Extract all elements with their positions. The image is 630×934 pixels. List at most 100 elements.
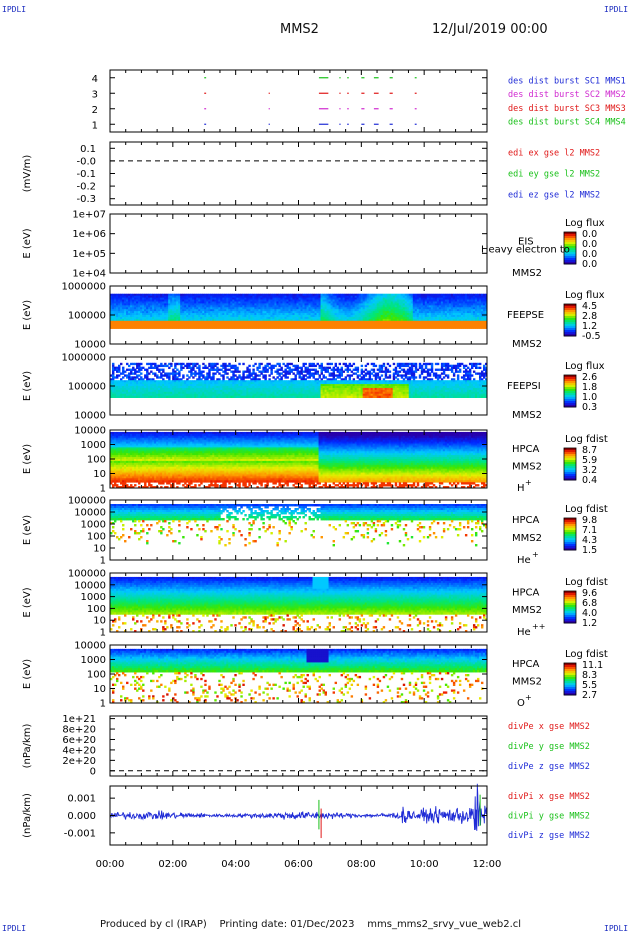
panel-feepse-cell <box>206 316 209 320</box>
panel-feepse-cell <box>158 307 161 310</box>
panel-feepse-cell <box>220 301 223 304</box>
panel-feepse-cell <box>150 318 153 322</box>
panel-feepse-cell <box>270 324 273 327</box>
panel-feepse-cell <box>158 293 161 297</box>
panel-feepse-cell <box>156 315 159 318</box>
panel-feepse-cell <box>162 324 165 327</box>
panel-feepse-cell <box>202 295 205 298</box>
panel-feepse-cell <box>126 295 129 298</box>
panel-feepse-cell <box>244 293 247 297</box>
panel-feepse-cell <box>164 305 167 308</box>
panel-feepse-cell <box>164 307 167 310</box>
panel-feepse-cell <box>140 301 143 304</box>
panel-feepse-cell <box>280 299 283 302</box>
panel-feepse-cell <box>242 307 245 310</box>
panel-feepse-cell <box>196 318 199 322</box>
panel-feepse-cell <box>188 309 191 312</box>
panel-feepse-cell <box>128 309 131 312</box>
panel-feepse-cell <box>236 326 239 329</box>
panel-feepse-cell <box>266 297 269 300</box>
panel-feepse-cell <box>112 318 115 322</box>
panel-feepse-cell <box>262 295 265 298</box>
panel-eis-colorbar-label: 0.0 <box>582 229 597 240</box>
panel-feepse-cell <box>190 315 193 318</box>
panel-feepse-cell <box>274 305 277 308</box>
panel-feepse-cell <box>152 322 155 326</box>
panel-feepse-cell <box>248 313 251 316</box>
panel-feepse-cell <box>158 315 161 318</box>
panel-feepse-cell <box>268 316 271 320</box>
panel-feepse-cell <box>150 295 153 298</box>
panel-feepse-cell <box>180 293 183 297</box>
panel-feepse-cell <box>212 320 215 324</box>
panel-feepse-cell <box>206 324 209 327</box>
panel-feepse-cell <box>270 305 273 308</box>
panel-feepse-cell <box>270 309 273 312</box>
panel-feepse-cell <box>210 293 213 297</box>
panel-feepse-cell <box>262 293 265 297</box>
panel-feepse-cell <box>214 326 217 329</box>
panel-feepse-cell <box>254 305 257 308</box>
panel-feepse-cell <box>134 311 137 314</box>
panel-feepse-cell <box>218 297 221 300</box>
panel-feepse-cell <box>274 299 277 302</box>
panel-feepse-cell <box>274 320 277 324</box>
panel-feepse-cell <box>266 301 269 304</box>
panel-feepse-cell <box>206 326 209 329</box>
panel-feepse-cell <box>172 293 175 297</box>
panel-feepse-cell <box>202 313 205 316</box>
panel-feepse-cell <box>196 303 199 306</box>
panel-feepse-cell <box>156 318 159 322</box>
panel-feepse-cell <box>120 299 123 302</box>
panel-feepse-cell <box>142 307 145 310</box>
panel-feepse-cell <box>154 316 157 320</box>
corner-label-bottom-left: IPDLI <box>2 924 26 933</box>
panel-feepse-cell <box>198 299 201 302</box>
panel-feepse-cell <box>166 318 169 322</box>
panel-feepse-cell <box>206 318 209 322</box>
panel-feepse-cell <box>160 311 163 314</box>
panel-feepse-cell <box>206 297 209 300</box>
panel-feepse-cell <box>262 318 265 322</box>
panel-feepse-cell <box>138 305 141 308</box>
panel-feepse-cell <box>120 311 123 314</box>
panel-feepse-cell <box>210 315 213 318</box>
panel-feepse-cell <box>268 322 271 326</box>
panel-feepse-cell <box>168 315 171 318</box>
panel-feepse-cell <box>208 324 211 327</box>
panel-feepse-cell <box>204 303 207 306</box>
panel-feepse-cell <box>150 293 153 297</box>
panel-feepse-cell <box>134 303 137 306</box>
panel-feepse-cell <box>232 295 235 298</box>
panel-feepse-cell <box>158 313 161 316</box>
panel-feepse-cell <box>154 303 157 306</box>
panel-feepse-cell <box>190 311 193 314</box>
panel-feepse-cell <box>178 293 181 297</box>
panel-feepse-cell <box>184 293 187 297</box>
panel-feepsi-cell <box>242 362 245 366</box>
panel-feepse-cell <box>156 307 159 310</box>
panel-feepse-cell <box>148 307 151 310</box>
panel-feepse-cell <box>174 305 177 308</box>
panel-feepse-cell <box>128 293 131 297</box>
panel-feepse-cell <box>184 311 187 314</box>
panel-feepse-cell <box>198 305 201 308</box>
panel-feepse-cell <box>170 318 173 322</box>
panel-feepse-cell <box>212 313 215 316</box>
panel-feepse-cell <box>114 318 117 322</box>
panel-feepse-cell <box>228 324 231 327</box>
panel-feepse-cell <box>196 311 199 314</box>
panel-feepse-cell <box>156 324 159 327</box>
panel-feepse-cell <box>234 324 237 327</box>
panel-eis-instrument: EIS <box>518 237 534 248</box>
panel-feepse-cell <box>112 311 115 314</box>
panel-feepse-cell <box>216 311 219 314</box>
panel-feepse-cell <box>140 299 143 302</box>
panel-feepse-cell <box>136 326 139 329</box>
panel-feepse-cell <box>278 303 281 306</box>
panel-feepse-cell <box>202 320 205 324</box>
panel-feepse-cell <box>216 303 219 306</box>
panel-feepse-cell <box>252 299 255 302</box>
panel-feepse-cell <box>180 299 183 302</box>
panel-feepse-cell <box>248 297 251 300</box>
